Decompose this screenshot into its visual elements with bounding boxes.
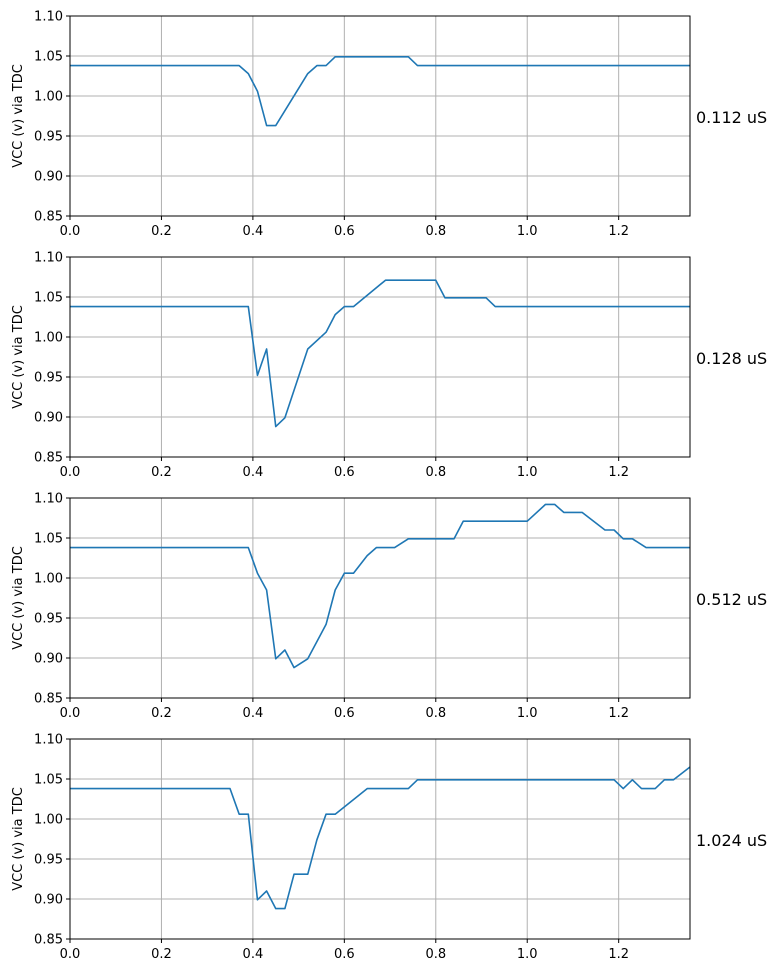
- x-tick-label: 0.4: [243, 224, 264, 239]
- y-tick-label: 1.10: [34, 10, 63, 25]
- x-tick-label: 1.0: [517, 465, 538, 480]
- y-tick-label: 1.05: [34, 532, 63, 547]
- y-tick-label: 1.00: [34, 572, 63, 587]
- y-tick-label: 0.95: [34, 612, 63, 627]
- axes-frame: [69, 256, 691, 458]
- y-tick-label: 1.10: [34, 251, 63, 266]
- side-label: 0.512 uS: [696, 590, 767, 609]
- series-line: [70, 766, 691, 910]
- y-tick-label: 1.05: [34, 291, 63, 306]
- x-tick-label: 0.8: [425, 947, 446, 962]
- x-tick-label: 1.2: [608, 224, 629, 239]
- series-line: [70, 55, 690, 127]
- x-tick-label: 0.0: [60, 224, 81, 239]
- x-tick-label: 0.8: [425, 465, 446, 480]
- x-tick-label: 1.0: [517, 224, 538, 239]
- y-axis-label: VCC (v) via TDC: [11, 787, 26, 891]
- x-tick-label: 0.6: [334, 224, 355, 239]
- y-tick-label: 0.90: [34, 411, 63, 426]
- y-tick-label: 0.90: [34, 893, 63, 908]
- side-label: 0.128 uS: [696, 349, 767, 368]
- y-axis-label: VCC (v) via TDC: [11, 546, 26, 650]
- axes-frame: [69, 15, 691, 217]
- x-tick-label: 0.0: [60, 947, 81, 962]
- x-tick-label: 0.4: [243, 465, 264, 480]
- x-tick-label: 0.4: [243, 947, 264, 962]
- y-tick-label: 0.95: [34, 853, 63, 868]
- chart-panel-2: 0.0 0.2 0.4 0.6 0.8 1.0 1.2 0.85 0.90 0.95 1.00 1.0…: [11, 251, 767, 481]
- y-tick-label: 1.05: [34, 773, 63, 788]
- x-tick-label: 1.0: [517, 947, 538, 962]
- x-tick-label: 0.6: [334, 706, 355, 721]
- x-tick-label: 0.0: [60, 706, 81, 721]
- y-tick-label: 1.00: [34, 331, 63, 346]
- axes-frame: [69, 497, 691, 699]
- x-tick-label: 0.8: [425, 706, 446, 721]
- x-tick-label: 0.2: [151, 947, 172, 962]
- x-tick-label: 0.6: [334, 465, 355, 480]
- x-tick-label: 1.2: [608, 947, 629, 962]
- x-tick-label: 0.6: [334, 947, 355, 962]
- chart-panel-1: 0.0 0.2 0.4 0.6 0.8 1.0 1.2 0.85 0.90 0.95 1.00 1.0…: [11, 10, 767, 240]
- x-tick-label: 1.2: [608, 465, 629, 480]
- y-tick-label: 0.95: [34, 371, 63, 386]
- y-tick-label: 0.85: [34, 210, 63, 225]
- y-tick-label: 0.85: [34, 933, 63, 948]
- y-tick-label: 0.90: [34, 170, 63, 185]
- y-tick-label: 1.00: [34, 813, 63, 828]
- side-label: 1.024 uS: [696, 831, 767, 850]
- y-tick-label: 1.00: [34, 90, 63, 105]
- series-line: [70, 279, 690, 428]
- chart-panel-3: 0.0 0.2 0.4 0.6 0.8 1.0 1.2 0.85 0.90 0.95 1.00 1.0…: [11, 492, 767, 722]
- series-line: [70, 503, 690, 669]
- x-tick-label: 1.0: [517, 706, 538, 721]
- y-tick-label: 0.85: [34, 451, 63, 466]
- y-tick-label: 1.10: [34, 733, 63, 748]
- x-tick-label: 0.0: [60, 465, 81, 480]
- side-label: 0.112 uS: [696, 108, 767, 127]
- x-tick-label: 0.2: [151, 465, 172, 480]
- y-axis-label: VCC (v) via TDC: [11, 64, 26, 168]
- x-tick-label: 1.2: [608, 706, 629, 721]
- x-tick-label: 0.4: [243, 706, 264, 721]
- y-axis-label: VCC (v) via TDC: [11, 305, 26, 409]
- x-tick-label: 0.2: [151, 706, 172, 721]
- y-tick-label: 0.90: [34, 652, 63, 667]
- y-tick-label: 1.05: [34, 50, 63, 65]
- x-tick-label: 0.8: [425, 224, 446, 239]
- y-tick-label: 0.95: [34, 130, 63, 145]
- x-tick-label: 0.2: [151, 224, 172, 239]
- chart-panel-4: 0.0 0.2 0.4 0.6 0.8 1.0 1.2 0.85 0.90 0.95 1.00 1.0…: [11, 733, 767, 963]
- axes-frame: [69, 738, 691, 940]
- y-tick-label: 1.10: [34, 492, 63, 507]
- y-tick-label: 0.85: [34, 692, 63, 707]
